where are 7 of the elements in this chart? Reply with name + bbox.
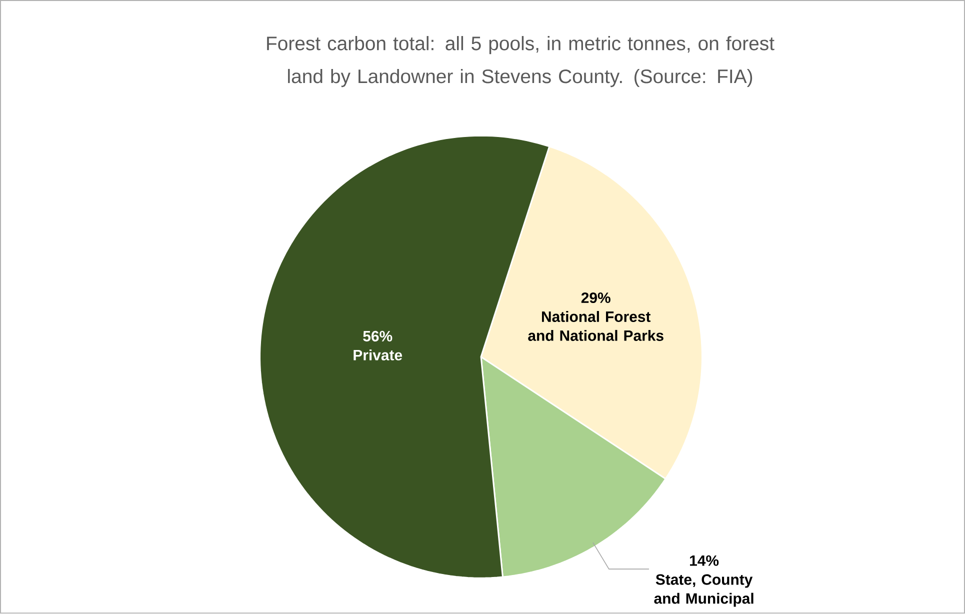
slice-label: Private [354,350,402,361]
slice-label: National Forest and National Parks [528,311,664,342]
data-label: 14% [690,556,719,566]
data-label: 29% [581,292,610,304]
slice-label: State, County and Municipal [654,574,754,607]
chart-title: Forest carbon total: all 5 pools, in metric tonnes, on forest land by Landowner in Stevens County. (Source: FIA) [267,36,774,88]
data-label: 56% [363,331,392,342]
